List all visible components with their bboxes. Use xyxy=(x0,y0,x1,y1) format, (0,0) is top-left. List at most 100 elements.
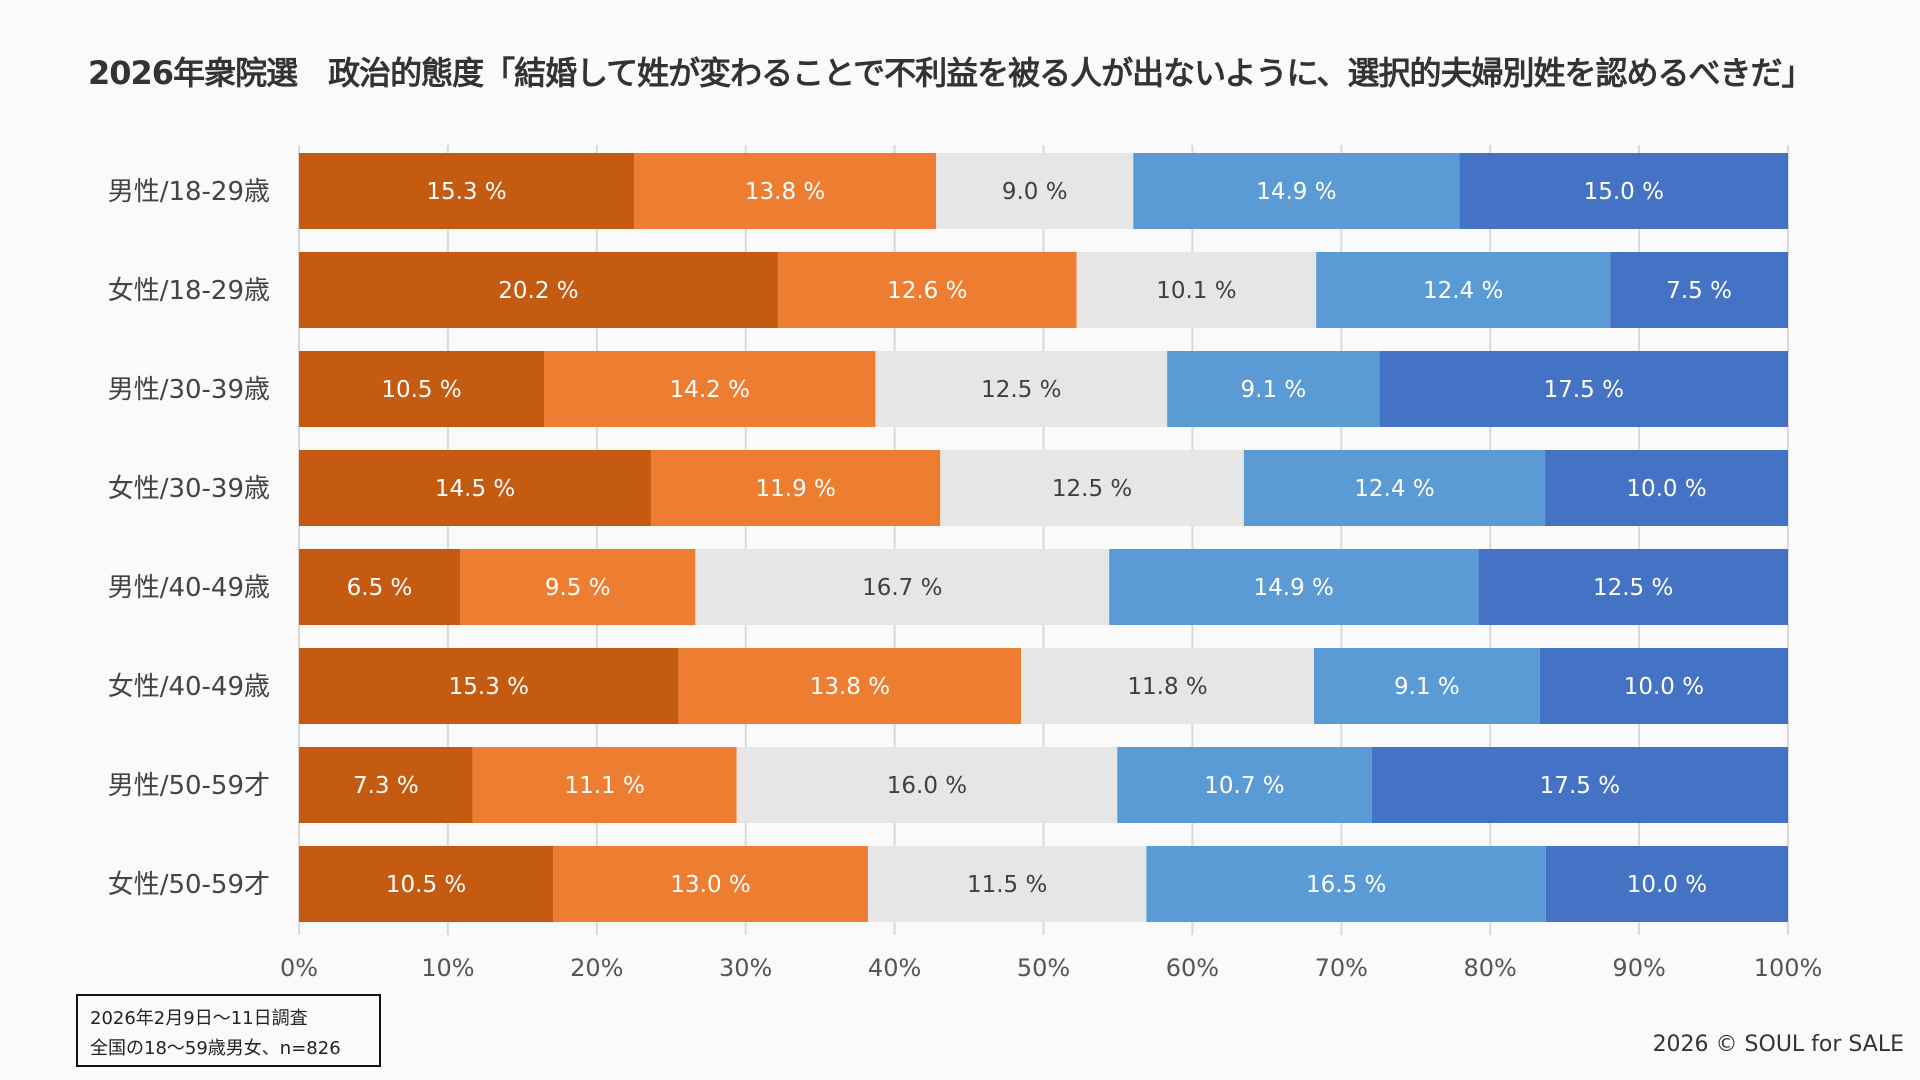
bar-segment xyxy=(1021,648,1315,724)
bar-segment xyxy=(299,351,545,427)
bar-segment xyxy=(460,549,696,625)
x-tick-label: 80% xyxy=(1464,954,1517,982)
x-tick-label: 30% xyxy=(719,954,772,982)
bar-segment xyxy=(299,747,473,823)
data-label: 10.0 % xyxy=(1624,674,1704,700)
bar-segment xyxy=(875,351,1168,427)
data-label: 20.2 % xyxy=(498,278,578,304)
chart-title: 2026年衆院選 政治的態度「結婚して姓が変わることで不利益を被る人が出ないよう… xyxy=(88,54,1814,92)
bar-segment xyxy=(1545,846,1788,922)
data-label: 7.3 % xyxy=(353,773,419,799)
data-label: 16.7 % xyxy=(862,575,942,601)
bar-segment xyxy=(1316,252,1611,328)
bar-segment xyxy=(553,846,868,922)
data-label: 9.1 % xyxy=(1394,674,1460,700)
data-label: 11.9 % xyxy=(756,476,836,502)
bar-segment xyxy=(1478,549,1788,625)
bar-segment xyxy=(1076,252,1317,328)
x-tick-label: 50% xyxy=(1017,954,1070,982)
data-label: 14.9 % xyxy=(1256,179,1336,205)
bar-segment xyxy=(1133,153,1460,229)
data-label: 9.0 % xyxy=(1002,179,1068,205)
data-label: 10.0 % xyxy=(1626,476,1706,502)
data-label: 11.1 % xyxy=(564,773,644,799)
bar-segment xyxy=(695,549,1110,625)
x-axis-ticks: 0% 10% 20% 30% 40% 50% 60% 70% 80% 90% 100% xyxy=(280,954,1822,982)
x-tick-label: 0% xyxy=(280,954,318,982)
data-label: 13.8 % xyxy=(745,179,825,205)
bar-segment xyxy=(299,450,652,526)
category-label: 女性/18-29歳 xyxy=(108,276,270,306)
data-label: 15.3 % xyxy=(426,179,506,205)
bars: 15.3 % 13.8 % 9.0 % 14.9 % 15.0 % 20.2 % 12.6 … xyxy=(299,153,1788,922)
data-label: 10.5 % xyxy=(381,377,461,403)
bar-segment xyxy=(1539,648,1788,724)
bar-segment xyxy=(736,747,1118,823)
data-label: 9.1 % xyxy=(1241,377,1307,403)
data-label: 12.5 % xyxy=(981,377,1061,403)
data-label: 11.5 % xyxy=(967,872,1047,898)
x-tick-label: 90% xyxy=(1612,954,1665,982)
x-tick-label: 60% xyxy=(1166,954,1219,982)
bar-segment xyxy=(299,252,778,328)
category-label: 男性/30-39歳 xyxy=(108,375,270,405)
data-label: 12.4 % xyxy=(1423,278,1503,304)
bar-segment xyxy=(544,351,876,427)
data-label: 15.3 % xyxy=(449,674,529,700)
category-label: 女性/30-39歳 xyxy=(108,474,270,504)
bar-segment xyxy=(472,747,737,823)
data-label: 17.5 % xyxy=(1544,377,1624,403)
bar-segment xyxy=(1314,648,1540,724)
data-label: 16.0 % xyxy=(887,773,967,799)
survey-note: 2026年2月9日〜11日調査 全国の18〜59歳男女、n=826 xyxy=(76,994,381,1067)
data-label: 9.5 % xyxy=(545,575,611,601)
bar-segment xyxy=(1371,747,1788,823)
data-label: 10.0 % xyxy=(1627,872,1707,898)
bar-segment xyxy=(1379,351,1788,427)
survey-note-date: 2026年2月9日〜11日調査 xyxy=(90,1008,308,1029)
bar-segment xyxy=(867,846,1147,922)
bar-segment xyxy=(634,153,937,229)
bar-segment xyxy=(299,153,635,229)
x-tick-label: 70% xyxy=(1315,954,1368,982)
bar-segment xyxy=(1243,450,1546,526)
bar-segment xyxy=(299,549,461,625)
bar-segment xyxy=(1109,549,1479,625)
category-label: 男性/40-49歳 xyxy=(108,573,270,603)
data-label: 12.5 % xyxy=(1593,575,1673,601)
category-label: 女性/40-49歳 xyxy=(108,672,270,702)
data-label: 15.0 % xyxy=(1584,179,1664,205)
bar-segment xyxy=(1117,747,1372,823)
category-label: 女性/50-59才 xyxy=(108,870,270,900)
bar-segment xyxy=(1610,252,1788,328)
data-label: 16.5 % xyxy=(1306,872,1386,898)
data-label: 14.5 % xyxy=(435,476,515,502)
data-label: 14.9 % xyxy=(1254,575,1334,601)
bar-segment xyxy=(777,252,1077,328)
bar-segment xyxy=(1146,846,1546,922)
data-label: 6.5 % xyxy=(347,575,413,601)
data-label: 7.5 % xyxy=(1666,278,1732,304)
bar-segment xyxy=(940,450,1244,526)
survey-note-sample: 全国の18〜59歳男女、n=826 xyxy=(90,1038,341,1059)
data-label: 12.5 % xyxy=(1052,476,1132,502)
bar-segment xyxy=(299,846,554,922)
data-label: 10.5 % xyxy=(386,872,466,898)
data-label: 13.8 % xyxy=(810,674,890,700)
bar-segment xyxy=(1459,153,1788,229)
category-label: 男性/50-59才 xyxy=(108,771,270,801)
bar-segment xyxy=(936,153,1134,229)
bar-segment xyxy=(1545,450,1788,526)
x-tick-label: 100% xyxy=(1754,954,1823,982)
category-labels: 男性/18-29歳女性/18-29歳男性/30-39歳女性/30-39歳男性/4… xyxy=(108,177,270,900)
data-label: 11.8 % xyxy=(1127,674,1207,700)
data-label: 13.0 % xyxy=(670,872,750,898)
data-label: 10.1 % xyxy=(1156,278,1236,304)
data-label: 12.6 % xyxy=(887,278,967,304)
data-label: 14.2 % xyxy=(670,377,750,403)
x-tick-label: 40% xyxy=(868,954,921,982)
bar-segment xyxy=(678,648,1022,724)
bar-segment xyxy=(299,648,679,724)
bar-segment xyxy=(651,450,941,526)
